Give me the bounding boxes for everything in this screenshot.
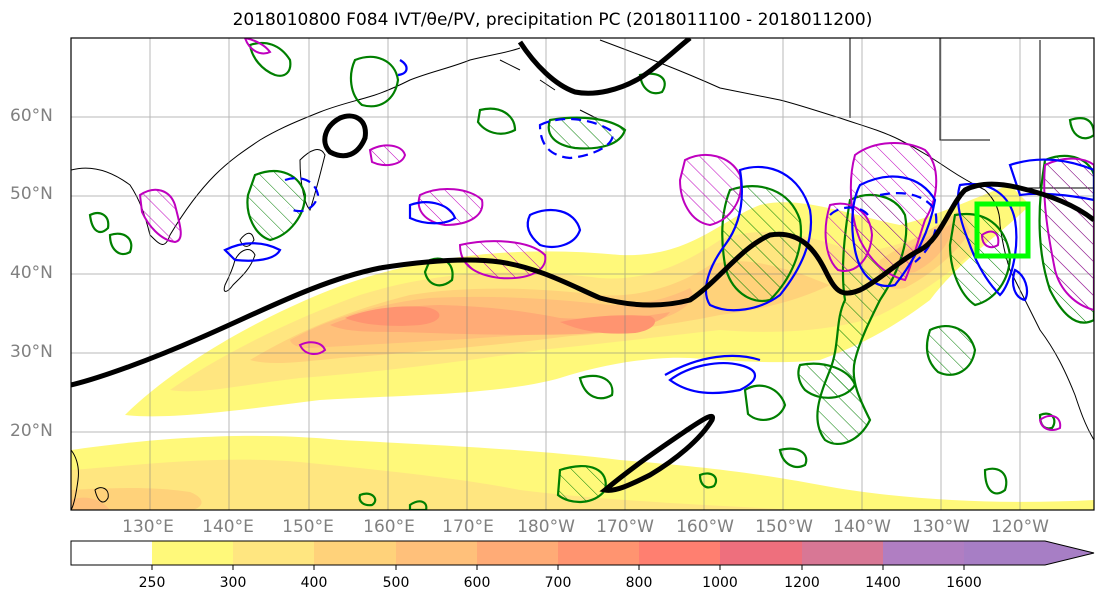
colorbar-tick-label: 1600 — [946, 575, 982, 591]
map-area — [71, 38, 1094, 510]
colorbar-tick-label: 250 — [138, 575, 166, 591]
ivt-axis-lines — [71, 38, 1094, 493]
theta-contours — [223, 59, 1094, 395]
pv-contours — [138, 38, 1094, 431]
map-title: 2018010800 F084 IVT/θe/PV, precipitation… — [232, 10, 873, 30]
graticule — [71, 38, 1094, 510]
lat-label-40: 40°N — [10, 263, 53, 283]
lon-label-170e: 170°E — [442, 517, 494, 537]
map-frame — [70, 37, 1095, 511]
colorbar — [70, 540, 1095, 570]
lat-label-30: 30°N — [10, 342, 53, 362]
colorbar-tick-label: 1000 — [702, 575, 738, 591]
target-region-box — [974, 201, 1031, 259]
lon-label-130w: 130°W — [912, 517, 970, 537]
lon-label-130e: 130°E — [122, 517, 174, 537]
colorbar-tick-label: 300 — [219, 575, 247, 591]
lon-label-160e: 160°E — [363, 517, 415, 537]
colorbar-tick-label: 500 — [382, 575, 410, 591]
lon-label-160w: 160°W — [676, 517, 734, 537]
lon-label-150e: 150°E — [282, 517, 334, 537]
lon-label-170w: 170°W — [596, 517, 654, 537]
lon-label-120w: 120°W — [991, 517, 1049, 537]
colorbar-tick-label: 1400 — [865, 575, 901, 591]
lon-label-180w: 180°W — [517, 517, 575, 537]
colorbar-tick-label: 700 — [544, 575, 572, 591]
colorbar-tick-label: 1200 — [784, 575, 820, 591]
lon-label-140w: 140°W — [833, 517, 891, 537]
lat-label-50: 50°N — [10, 184, 53, 204]
colorbar-tick-label: 800 — [625, 575, 653, 591]
colorbar-tick-label: 400 — [300, 575, 328, 591]
lon-label-140e: 140°E — [202, 517, 254, 537]
lat-label-60: 60°N — [10, 106, 53, 126]
lon-label-150w: 150°W — [755, 517, 813, 537]
lat-label-20: 20°N — [10, 421, 53, 441]
colorbar-tick-label: 600 — [463, 575, 491, 591]
